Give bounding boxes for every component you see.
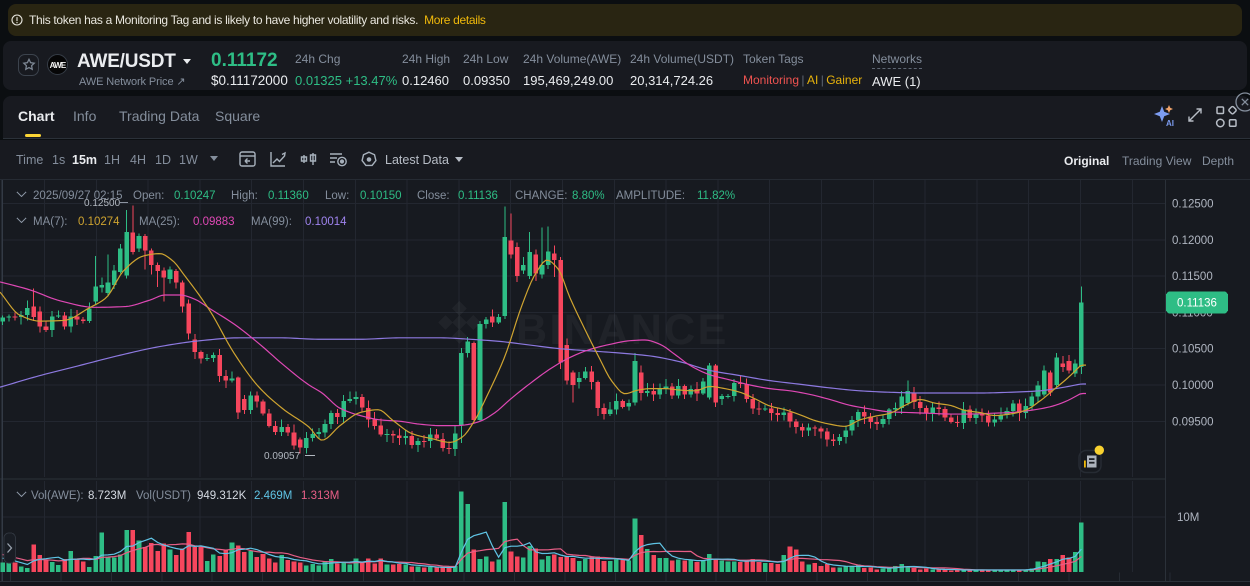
- svg-text:949.312K: 949.312K: [197, 490, 247, 502]
- svg-text:0.12500: 0.12500: [84, 198, 121, 209]
- svg-text:Close:: Close:: [417, 190, 450, 202]
- svg-text:Low:: Low:: [325, 190, 349, 202]
- svg-text:10M: 10M: [1177, 512, 1199, 524]
- svg-text:0.12000: 0.12000: [1172, 235, 1214, 247]
- svg-text:2.469M: 2.469M: [254, 490, 292, 502]
- svg-text:0.11136: 0.11136: [1177, 298, 1217, 310]
- svg-text:0.11360: 0.11360: [268, 190, 309, 202]
- svg-text:8.80%: 8.80%: [572, 190, 605, 202]
- svg-text:High:: High:: [231, 190, 258, 202]
- svg-text:AI: AI: [1166, 119, 1174, 128]
- svg-text:CHANGE:: CHANGE:: [515, 190, 567, 202]
- svg-text:0.10000: 0.10000: [1172, 380, 1214, 392]
- svg-text:MA(99):: MA(99):: [251, 216, 292, 228]
- svg-text:11.82%: 11.82%: [697, 190, 735, 202]
- svg-text:AMPLITUDE:: AMPLITUDE:: [616, 190, 685, 202]
- svg-text:0.10247: 0.10247: [174, 190, 216, 202]
- svg-text:0.12500: 0.12500: [1172, 199, 1214, 211]
- svg-text:0.09883: 0.09883: [193, 216, 235, 228]
- svg-text:0.09057: 0.09057: [264, 451, 301, 462]
- svg-text:0.10150: 0.10150: [360, 190, 402, 202]
- svg-text:0.10014: 0.10014: [305, 216, 347, 228]
- svg-text:Vol(USDT): Vol(USDT): [136, 490, 191, 502]
- svg-text:1.313M: 1.313M: [301, 490, 339, 502]
- svg-text:0.10274: 0.10274: [78, 216, 120, 228]
- svg-text:0.10500: 0.10500: [1172, 344, 1214, 356]
- svg-text:Open:: Open:: [133, 190, 164, 202]
- svg-text:8.723M: 8.723M: [88, 490, 126, 502]
- svg-text:MA(7):: MA(7):: [33, 216, 68, 228]
- svg-text:2025/09/27 02:15: 2025/09/27 02:15: [33, 190, 123, 202]
- svg-text:Vol(AWE):: Vol(AWE):: [31, 490, 84, 502]
- svg-text:0.11500: 0.11500: [1172, 271, 1213, 283]
- svg-text:0.11136: 0.11136: [458, 190, 498, 202]
- svg-text:0.09500: 0.09500: [1172, 416, 1214, 428]
- svg-text:MA(25):: MA(25):: [139, 216, 180, 228]
